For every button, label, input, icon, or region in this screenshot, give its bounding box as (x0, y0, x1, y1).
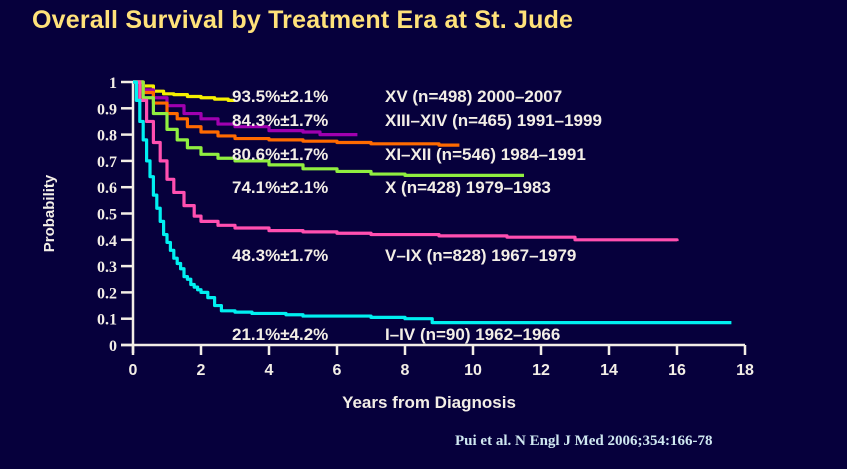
x-tick-label: 8 (401, 362, 410, 379)
survival-curve-5 (133, 80, 732, 325)
y-tick-label: 0.1 (97, 312, 117, 329)
y-tick-label: 0.5 (97, 207, 117, 224)
chart-title: Overall Survival by Treatment Era at St.… (32, 6, 574, 34)
x-tick-label: 0 (129, 362, 138, 379)
survival-curve-2 (133, 80, 460, 147)
citation: Pui et al. N Engl J Med 2006;354:166-78 (455, 433, 713, 449)
survival-rate-label: 48.3%±1.7% (232, 246, 328, 265)
survival-curve-4 (133, 80, 679, 242)
survival-rate-label: 93.5%±2.1% (232, 87, 328, 106)
protocol-label: XIII–XIV (n=465) 1991–1999 (385, 111, 602, 130)
x-tick-label: 2 (197, 362, 206, 379)
survival-curves (133, 80, 732, 325)
curve-annotations: 93.5%±2.1% XV (n=498) 2000–2007 84.3%±1.7%… (232, 87, 602, 344)
y-axis-label: Probability (41, 174, 58, 252)
survival-curve-3 (133, 80, 524, 177)
protocol-label: I–IV (n=90) 1962–1966 (385, 325, 560, 344)
x-tick-label: 12 (532, 362, 550, 379)
x-tick-label: 10 (464, 362, 482, 379)
y-tick-label: 0.3 (97, 259, 117, 276)
y-tick-label: 0.9 (97, 101, 117, 118)
y-tick-label: 1 (109, 75, 117, 92)
y-tick-label: 0.8 (97, 128, 117, 145)
y-tick-label: 0.6 (97, 180, 117, 197)
survival-rate-label: 80.6%±1.7% (232, 145, 328, 164)
x-tick-label: 4 (265, 362, 274, 379)
protocol-label: V–IX (n=828) 1967–1979 (385, 246, 576, 265)
survival-rate-label: 74.1%±2.1% (232, 178, 328, 197)
x-tick-label: 18 (736, 362, 754, 379)
protocol-label: XV (n=498) 2000–2007 (385, 87, 562, 106)
y-tick-label: 0.2 (97, 285, 117, 302)
x-tick-label: 6 (333, 362, 342, 379)
protocol-label: XI–XII (n=546) 1984–1991 (385, 145, 586, 164)
y-tick-label: 0.4 (97, 233, 117, 250)
x-axis-label: Years from Diagnosis (342, 393, 516, 412)
survival-curve-0 (133, 80, 235, 103)
survival-rate-label: 21.1%±4.2% (232, 325, 328, 344)
axes: 00.10.20.30.40.50.60.70.80.910 2 4 6 8 10 12 14… (97, 75, 754, 379)
y-tick-label: 0.7 (97, 154, 117, 171)
y-tick-label: 0 (109, 338, 117, 355)
survival-rate-label: 84.3%±1.7% (232, 111, 328, 130)
protocol-label: X (n=428) 1979–1983 (385, 178, 551, 197)
x-tick-label: 16 (668, 362, 686, 379)
x-tick-label: 14 (600, 362, 618, 379)
